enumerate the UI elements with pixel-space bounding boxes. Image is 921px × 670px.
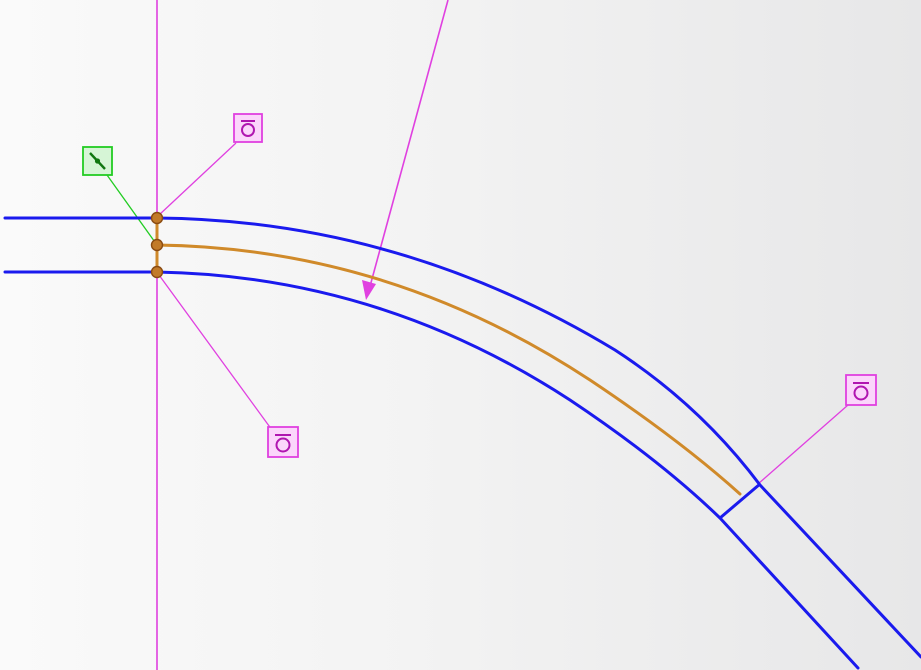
centerline-curve[interactable] [155, 243, 742, 496]
fix-constraint-icon[interactable] [267, 426, 299, 458]
tangent-constraint-icon[interactable] [82, 146, 113, 176]
dimension-arrow-head [362, 280, 376, 300]
point-lower[interactable] [150, 265, 164, 279]
upper-edge-curve[interactable] [3, 216, 921, 659]
constraint-leader-right [757, 404, 849, 485]
point-upper[interactable] [150, 211, 164, 225]
lower-edge-curve[interactable] [3, 270, 860, 670]
constraint-leader-bottom [158, 274, 273, 431]
tangent-leader [106, 174, 158, 246]
point-center[interactable] [150, 238, 164, 252]
fix-constraint-icon[interactable] [233, 113, 263, 143]
fix-constraint-icon[interactable] [845, 374, 877, 406]
dimension-arrow-line [368, 0, 449, 291]
end-cap-line[interactable] [719, 482, 761, 520]
constraint-leader-top [158, 142, 237, 216]
